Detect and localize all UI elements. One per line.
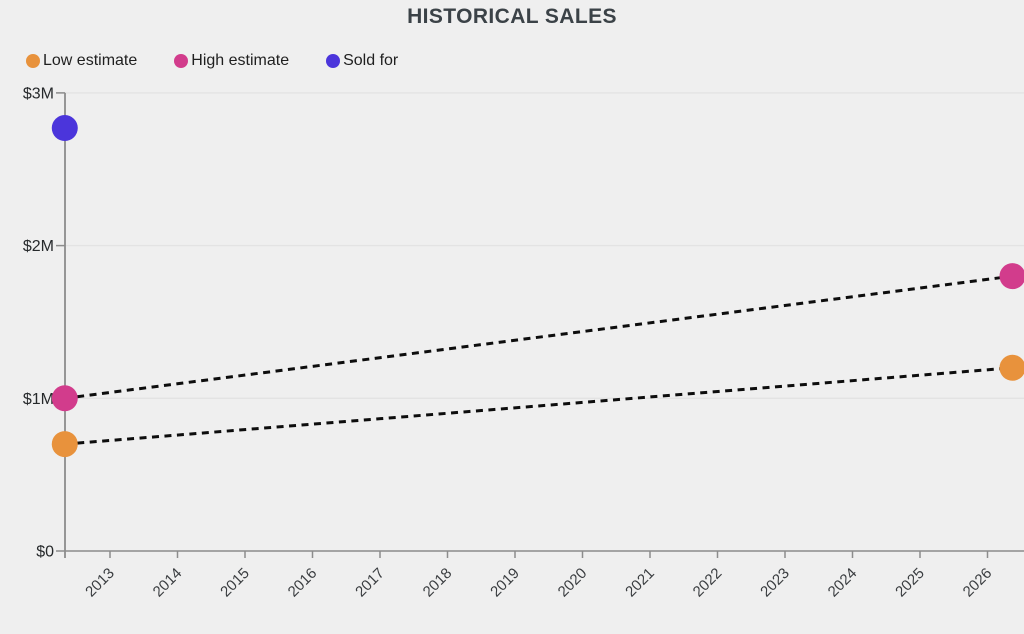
y-tick-label-3m: $3M	[23, 85, 54, 102]
chart-title: HISTORICAL SALES	[407, 5, 617, 28]
point-high-estimate-0[interactable]	[51, 385, 78, 412]
x-tick-label-2017: 2017	[352, 565, 388, 601]
high-estimate-swatch-icon	[174, 54, 189, 68]
legend-label-sold-for: Sold for	[343, 52, 399, 69]
x-tick-label-2022: 2022	[690, 565, 726, 601]
low-estimate-swatch-icon	[26, 54, 40, 68]
y-tick-label-2m: $2M	[23, 238, 54, 255]
legend-item-high-estimate[interactable]: High estimate	[174, 52, 289, 70]
x-tick-label-2024: 2024	[825, 565, 861, 601]
x-tick-label-2020: 2020	[555, 565, 591, 601]
x-tick-label-2013: 2013	[82, 565, 118, 601]
x-tick-label-2015: 2015	[217, 565, 253, 601]
x-tick-label-2018: 2018	[420, 565, 456, 601]
trend-line-low-estimate	[64, 366, 1013, 446]
point-low-estimate-0[interactable]	[51, 431, 78, 458]
x-tick-label-2014: 2014	[150, 565, 186, 601]
legend-label-low-estimate: Low estimate	[43, 52, 138, 69]
point-low-estimate-1[interactable]	[999, 354, 1024, 381]
legend-item-low-estimate[interactable]: Low estimate	[26, 52, 137, 70]
legend-label-high-estimate: High estimate	[191, 52, 290, 69]
x-tick-label-2025: 2025	[892, 565, 928, 601]
x-tick-label-2021: 2021	[622, 565, 658, 601]
trend-line-high-estimate	[64, 274, 1013, 400]
y-tick-label-1m: $1M	[23, 391, 54, 408]
x-tick-label-2016: 2016	[285, 565, 321, 601]
y-tick-label-0m: $0	[36, 544, 54, 561]
x-tick-label-2026: 2026	[960, 565, 996, 601]
sold-for-swatch-icon	[326, 54, 341, 68]
x-tick-label-2023: 2023	[757, 565, 793, 601]
x-tick-label-2019: 2019	[487, 565, 523, 601]
legend-item-sold-for[interactable]: Sold for	[326, 52, 398, 70]
point-sold-for-0[interactable]	[51, 115, 78, 142]
chart-legend: Low estimate High estimate Sold for	[26, 52, 398, 70]
point-high-estimate-1[interactable]	[999, 263, 1024, 290]
